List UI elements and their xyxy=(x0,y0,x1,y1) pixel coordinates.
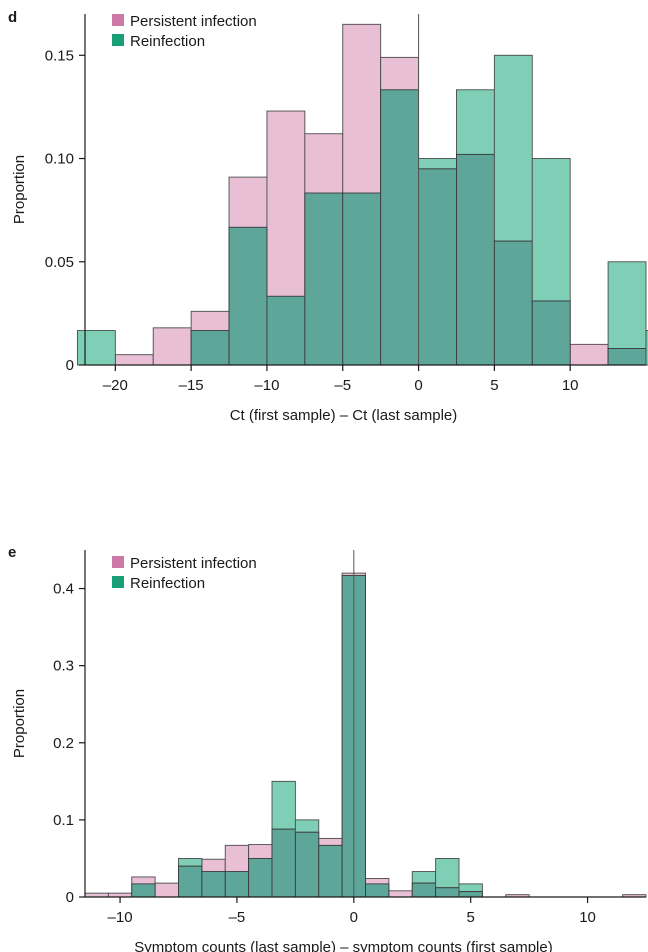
legend-swatch xyxy=(112,14,124,26)
y-tick-label: 0 xyxy=(66,357,74,374)
bar-persistent-infection xyxy=(114,354,154,366)
bar-reinfection xyxy=(411,871,437,884)
bar-reinfection xyxy=(228,226,268,366)
y-tick-label: 0.1 xyxy=(53,812,74,829)
legend-label: Reinfection xyxy=(130,33,205,50)
x-tick-label: –10 xyxy=(108,909,133,926)
panel-e-chart: e –10 –5 0 5 10 0 0.1 0.2 0.3 0.4 Symptom counts (l… xyxy=(8,544,647,952)
bar-reinfection xyxy=(458,883,483,893)
y-axis-label: Proportion xyxy=(11,155,28,224)
panel-d-chart: d –20 –15 –10 –5 0 5 10 0 0.05 0.10 0.15 Ct (first s… xyxy=(8,9,648,424)
bar-reinfection xyxy=(131,883,156,898)
panel-letter: e xyxy=(8,544,16,561)
bar-reinfection xyxy=(342,192,382,366)
bar-reinfection xyxy=(607,348,647,366)
y-tick-label: 0.10 xyxy=(45,151,74,168)
bar-reinfection xyxy=(248,857,273,898)
bar-reinfection xyxy=(365,883,390,898)
x-tick-label: 10 xyxy=(562,377,579,394)
y-tick-label: 0.2 xyxy=(53,735,74,752)
bar-reinfection xyxy=(318,844,343,898)
y-tick-label: 0.05 xyxy=(45,254,74,271)
y-tick-label: 0.4 xyxy=(53,581,74,598)
bar-reinfection xyxy=(201,871,226,898)
bar-reinfection xyxy=(294,831,320,898)
x-tick-label: 10 xyxy=(579,909,596,926)
x-tick-label: 5 xyxy=(467,909,475,926)
bar-reinfection xyxy=(178,865,203,898)
bar-reinfection xyxy=(435,887,460,898)
bar-reinfection xyxy=(493,54,533,242)
bar-reinfection xyxy=(224,871,250,898)
bar-reinfection xyxy=(76,330,116,366)
bar-persistent-infection xyxy=(152,327,192,366)
bar-reinfection xyxy=(531,158,571,302)
y-tick-label: 0.3 xyxy=(53,658,74,675)
legend-swatch xyxy=(112,34,124,46)
bar-reinfection xyxy=(645,330,648,366)
bar-reinfection xyxy=(418,168,457,366)
x-tick-label: –5 xyxy=(229,909,246,926)
bar-reinfection xyxy=(271,828,296,898)
y-tick-label: 0.15 xyxy=(45,47,74,64)
bar-reinfection xyxy=(266,295,306,366)
x-tick-label: 0 xyxy=(414,377,422,394)
legend-swatch xyxy=(112,576,124,588)
legend: Persistent infection Reinfection xyxy=(112,555,257,592)
bar-reinfection xyxy=(493,240,533,366)
legend-swatch xyxy=(112,556,124,568)
legend-label: Persistent infection xyxy=(130,555,257,572)
bar-reinfection xyxy=(294,819,320,833)
bar-persistent-infection xyxy=(569,343,609,366)
x-tick-label: 5 xyxy=(490,377,498,394)
bar-reinfection xyxy=(456,153,495,366)
bar-persistent-infection xyxy=(154,882,179,898)
x-tick-label: –5 xyxy=(334,377,351,394)
bar-reinfection xyxy=(190,330,230,366)
panel-letter: d xyxy=(8,9,17,26)
x-tick-label: –10 xyxy=(254,377,279,394)
bar-reinfection xyxy=(178,857,203,867)
bar-reinfection xyxy=(411,882,437,898)
x-axis-label: Symptom counts (last sample) – symptom c… xyxy=(134,939,552,952)
bar-reinfection xyxy=(418,158,457,170)
x-tick-label: –20 xyxy=(103,377,128,394)
legend-label: Reinfection xyxy=(130,575,205,592)
bars-group xyxy=(76,23,648,366)
bar-reinfection xyxy=(380,89,420,366)
bar-reinfection xyxy=(456,89,495,155)
bars-group xyxy=(84,572,647,898)
bar-reinfection xyxy=(458,891,483,898)
bar-reinfection xyxy=(271,780,296,830)
bar-persistent-infection xyxy=(388,890,413,898)
bar-reinfection xyxy=(607,261,647,349)
legend: Persistent infection Reinfection xyxy=(112,13,257,50)
x-tick-label: –15 xyxy=(179,377,204,394)
x-tick-label: 0 xyxy=(350,909,358,926)
bar-reinfection xyxy=(531,300,571,366)
bar-reinfection xyxy=(435,857,460,889)
x-axis-label: Ct (first sample) – Ct (last sample) xyxy=(230,407,458,424)
bar-reinfection xyxy=(304,192,344,366)
y-axis-label: Proportion xyxy=(11,689,28,758)
y-tick-label: 0 xyxy=(66,889,74,906)
legend-label: Persistent infection xyxy=(130,13,257,30)
